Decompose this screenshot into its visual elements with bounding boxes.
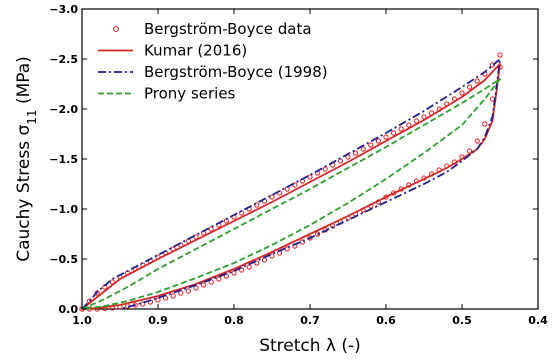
data-point <box>185 288 191 294</box>
y-axis-title: Cauchy Stress σ11 (MPa) <box>14 56 39 262</box>
x-tick-label: 0.4 <box>528 314 548 327</box>
y-tick-label: −2.0 <box>49 103 78 116</box>
x-tick-label: 1.0 <box>72 314 92 327</box>
y-tick-label: 0.0 <box>59 303 79 316</box>
data-point <box>193 285 199 291</box>
data-point <box>353 150 359 156</box>
data-point <box>170 293 176 299</box>
legend-marker <box>113 26 119 32</box>
data-point <box>497 52 503 58</box>
tick-layer: 1.0 0.9 0.8 0.7 0.6 0.5 0.4 0.0 −0.5 −1.0 −1.5 −2.0… <box>49 3 548 327</box>
data-point <box>155 297 161 303</box>
data-point <box>406 122 412 128</box>
data-point <box>269 194 275 200</box>
legend-label: Bergström-Boyce data <box>144 20 312 38</box>
x-axis-title: Stretch λ (-) <box>259 336 361 356</box>
legend-label: Bergström-Boyce (1998) <box>144 63 328 81</box>
data-point <box>368 142 374 148</box>
series-line-bergstr-m-boyce-1998 <box>81 58 501 310</box>
data-point <box>254 260 260 266</box>
data-point <box>201 282 207 288</box>
data-point <box>269 253 275 259</box>
data-point <box>467 84 473 90</box>
legend-item: Bergström-Boyce (1998) <box>98 63 328 81</box>
data-point <box>239 267 245 273</box>
data-point <box>261 257 267 263</box>
data-point <box>482 121 488 127</box>
data-point <box>231 270 237 276</box>
plot-area: 1.0 0.9 0.8 0.7 0.6 0.5 0.4 0.0 −0.5 −1.0 −1.5 −2.0… <box>49 3 548 327</box>
legend-item: Kumar (2016) <box>98 42 247 60</box>
data-point <box>391 130 397 136</box>
series-line-prony-series <box>81 78 501 310</box>
x-tick-label: 0.9 <box>148 314 168 327</box>
data-point <box>489 62 495 68</box>
data-point <box>474 78 480 84</box>
data-point <box>413 118 419 124</box>
legend-item: Prony series <box>98 85 236 103</box>
y-tick-label: −3.0 <box>49 3 78 16</box>
series-layer <box>79 52 503 312</box>
x-tick-label: 0.8 <box>224 314 244 327</box>
data-point <box>307 174 313 180</box>
data-point <box>246 264 252 270</box>
series-line-kumar-2016 <box>81 63 501 310</box>
data-point <box>299 239 305 245</box>
legend-label: Kumar (2016) <box>144 42 247 60</box>
y-tick-label: −1.5 <box>49 153 78 166</box>
x-tick-label: 0.6 <box>376 314 396 327</box>
data-point <box>337 158 343 164</box>
legend-item: Bergström-Boyce data <box>113 20 312 38</box>
x-tick-label: 0.5 <box>452 314 472 327</box>
data-point <box>208 226 214 232</box>
legend: Bergström-Boyce data Kumar (2016) Bergströ… <box>98 20 328 103</box>
data-point <box>216 276 222 282</box>
data-point <box>459 90 465 96</box>
y-tick-label: −1.0 <box>49 203 78 216</box>
y-tick-label: −2.5 <box>49 53 78 66</box>
data-point <box>398 126 404 132</box>
data-point <box>375 138 381 144</box>
data-point <box>360 146 366 152</box>
legend-label: Prony series <box>144 85 236 103</box>
data-point <box>315 231 321 237</box>
x-tick-label: 0.7 <box>300 314 320 327</box>
data-point <box>383 134 389 140</box>
data-point <box>474 138 480 144</box>
y-tick-label: −0.5 <box>49 253 78 266</box>
